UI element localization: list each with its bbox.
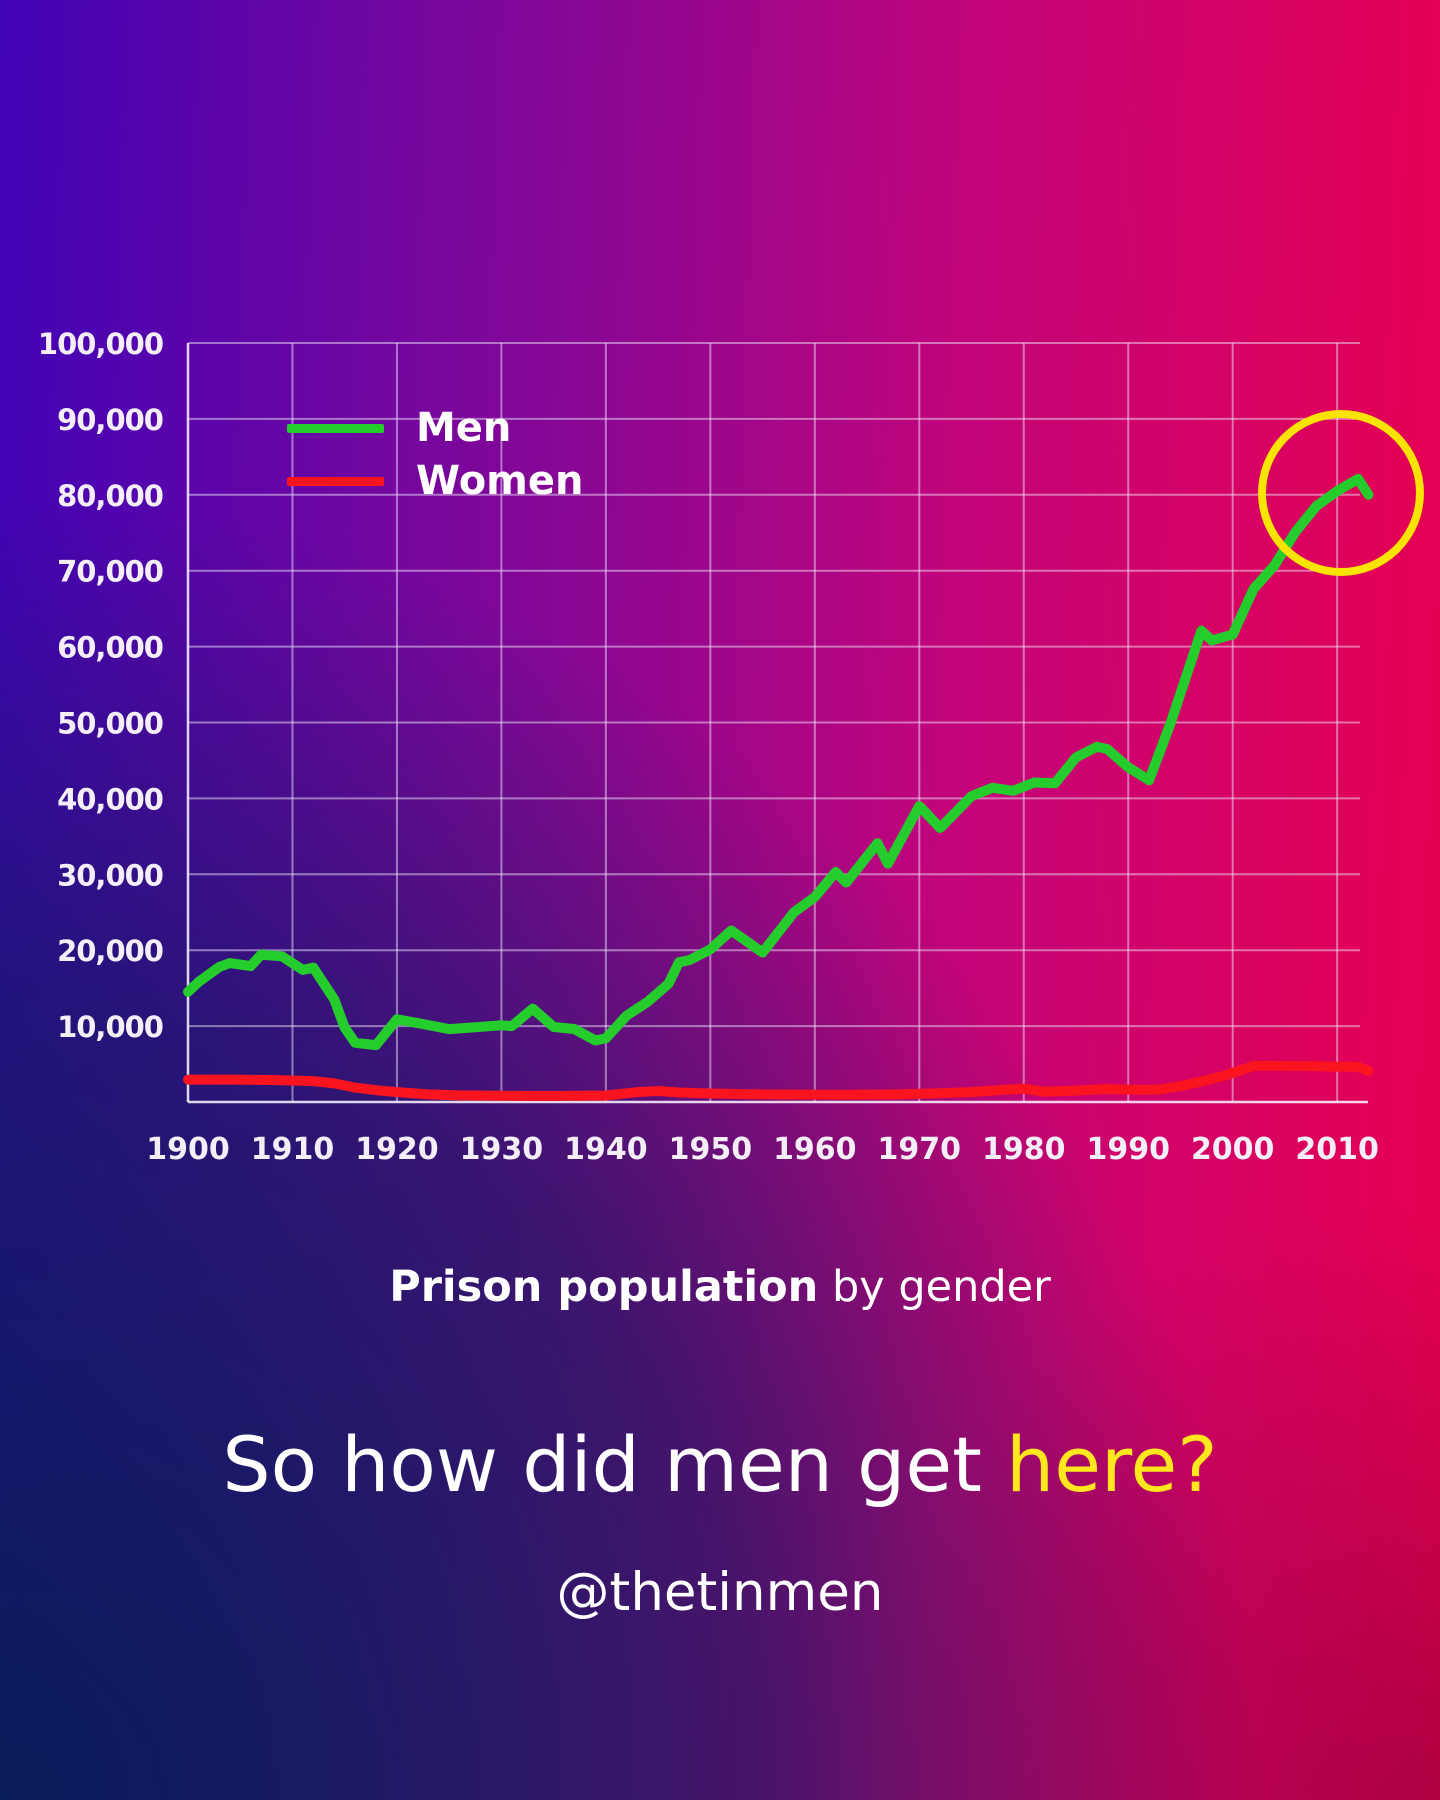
x-tick-label: 1910 <box>251 1132 335 1167</box>
y-tick-label: 100,000 <box>38 327 163 361</box>
y-axis-labels: 100,000 90,000 80,000 70,000 60,000 50,000 40,… <box>38 327 164 1044</box>
men-series-line <box>183 473 1374 1051</box>
x-tick-label: 1940 <box>564 1132 648 1167</box>
x-tick-label: 1990 <box>1086 1132 1170 1167</box>
y-tick-label: 20,000 <box>57 934 163 968</box>
x-tick-label: 2010 <box>1295 1132 1379 1167</box>
caption-title-rest: by gender <box>818 1262 1051 1312</box>
chart-legend: Men Women <box>287 405 583 504</box>
y-tick-label: 30,000 <box>57 858 163 892</box>
x-tick-label: 1930 <box>460 1132 544 1167</box>
men-legend-swatch <box>287 424 384 433</box>
x-tick-label: 1900 <box>146 1132 230 1167</box>
y-tick-label: 50,000 <box>57 707 163 741</box>
highlight-circle <box>1258 410 1424 576</box>
x-tick-label: 1960 <box>773 1132 857 1167</box>
y-tick-label: 40,000 <box>57 782 163 816</box>
x-tick-label: 2000 <box>1191 1132 1275 1167</box>
chart-caption: Prison population by gender <box>0 1262 1440 1312</box>
y-tick-label: 60,000 <box>57 631 163 665</box>
question-yellow-part: here? <box>1006 1420 1218 1509</box>
x-tick-label: 1920 <box>355 1132 439 1167</box>
y-tick-label: 10,000 <box>57 1010 163 1044</box>
axes <box>186 343 1368 1104</box>
women-series-line <box>183 1060 1374 1101</box>
x-tick-label: 1950 <box>669 1132 753 1167</box>
men-legend-label: Men <box>416 405 511 451</box>
x-axis-labels: 1900 1910 1920 1930 1940 1950 1960 1970 1980 1990… <box>146 1132 1379 1167</box>
women-legend-label: Women <box>416 458 583 504</box>
vertical-gridlines <box>291 343 1339 1102</box>
question-text: So how did men get here? <box>0 1420 1440 1509</box>
women-legend-swatch <box>287 477 384 486</box>
y-tick-label: 90,000 <box>57 403 163 437</box>
question-white-part: So how did men get <box>222 1420 1007 1509</box>
horizontal-gridlines <box>188 342 1360 1028</box>
caption-title-bold: Prison population <box>389 1262 819 1312</box>
y-tick-label: 70,000 <box>57 555 163 589</box>
y-tick-label: 80,000 <box>57 479 163 513</box>
x-tick-label: 1980 <box>982 1132 1066 1167</box>
author-handle: @thetinmen <box>556 1562 884 1623</box>
x-tick-label: 1970 <box>878 1132 962 1167</box>
